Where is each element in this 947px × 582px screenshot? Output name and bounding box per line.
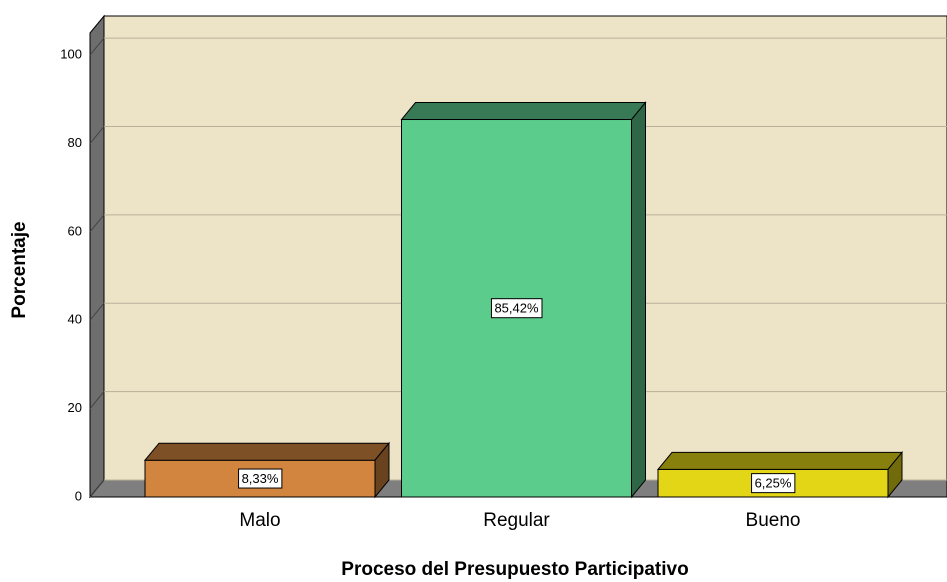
tick-mark	[89, 214, 105, 233]
tick-mark	[89, 126, 105, 144]
value-label: 6,25%	[751, 473, 796, 494]
value-label-box	[751, 473, 796, 494]
bar-side	[374, 441, 390, 499]
bar-side	[887, 450, 903, 499]
tick-mark	[89, 391, 105, 409]
y-tick-label: 40	[68, 312, 82, 327]
value-label-text: 6,25%	[755, 476, 792, 491]
tick-mark	[89, 479, 105, 498]
y-axis-title: Porcentaje	[9, 221, 30, 318]
bar-side	[631, 101, 646, 499]
y-tick-label: 60	[68, 223, 82, 238]
left-wall	[89, 14, 105, 499]
value-label-text: 8,33%	[242, 471, 279, 486]
x-tick-label: Malo	[239, 510, 280, 531]
tick-mark	[89, 302, 105, 321]
bar-top	[143, 442, 391, 461]
value-label-box	[238, 468, 283, 489]
value-label: 8,33%	[238, 468, 283, 489]
y-tick-label: 100	[60, 47, 82, 62]
tick-mark	[89, 37, 105, 56]
value-label: 85,42%	[490, 298, 543, 319]
value-label-box	[490, 298, 543, 319]
y-tick-label: 80	[68, 135, 82, 150]
x-tick-label: Bueno	[746, 510, 801, 531]
bar-top	[400, 102, 647, 121]
x-axis-title: Proceso del Presupuesto Participativo	[341, 559, 688, 580]
y-tick-label: 20	[68, 400, 82, 415]
value-label-text: 85,42%	[494, 301, 539, 316]
bar-top	[656, 451, 904, 470]
x-tick-label: Regular	[483, 510, 550, 531]
y-tick-label: 0	[75, 488, 82, 503]
